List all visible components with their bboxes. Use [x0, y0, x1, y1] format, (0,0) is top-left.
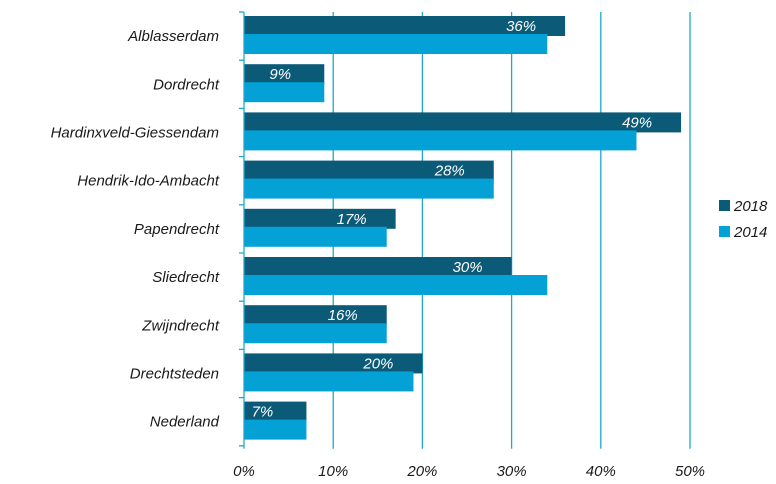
- category-label: Dordrecht: [153, 76, 220, 93]
- x-tick-label: 30%: [497, 463, 527, 480]
- bar-2014-2: [244, 130, 637, 151]
- data-label-8: 7%: [252, 404, 274, 421]
- legend-label-2018: 2018: [733, 198, 768, 215]
- bar-2014-7: [244, 371, 414, 392]
- legend-swatch-2014: [719, 226, 730, 237]
- data-label-3: 28%: [434, 163, 465, 180]
- bar-2018-6: [244, 305, 387, 326]
- bar-2014-1: [244, 82, 325, 103]
- category-label: Drechtsteden: [130, 366, 219, 383]
- x-tick-label: 50%: [675, 463, 705, 480]
- data-labels: 36% 9% 49% 28% 17% 30% 16% 20% 7%: [252, 18, 652, 421]
- data-label-4: 17%: [337, 211, 367, 228]
- x-tick-label: 0%: [233, 463, 255, 480]
- bar-2014-3: [244, 178, 494, 199]
- bar-2018-3: [244, 160, 494, 181]
- bars: [244, 16, 682, 440]
- x-tick-label: 40%: [586, 463, 616, 480]
- bar-2014-6: [244, 323, 387, 344]
- category-label: Hendrik-Ido-Ambacht: [77, 173, 220, 190]
- bar-2014-4: [244, 226, 387, 247]
- category-label: Alblasserdam: [127, 28, 219, 45]
- category-label: Papendrecht: [134, 221, 220, 238]
- bar-2014-8: [244, 419, 307, 440]
- bar-2014-5: [244, 275, 548, 295]
- category-label: Nederland: [150, 414, 220, 431]
- bar-2018-2: [244, 112, 682, 133]
- data-label-7: 20%: [362, 355, 393, 372]
- category-label: Sliedrecht: [152, 269, 220, 286]
- x-tick-labels: 0% 10% 20% 30% 40% 50%: [233, 463, 705, 480]
- bar-2018-4: [244, 208, 396, 229]
- category-labels: Alblasserdam Dordrecht Hardinxveld-Giessen…: [51, 28, 220, 431]
- bar-2018-0: [244, 16, 566, 36]
- bar-2018-1: [244, 64, 325, 85]
- category-label: Zwijndrecht: [141, 317, 220, 334]
- data-label-5: 30%: [453, 259, 483, 276]
- bar-2018-7: [244, 353, 423, 374]
- legend-label-2014: 2014: [733, 224, 767, 241]
- data-label-0: 36%: [506, 18, 536, 35]
- data-label-2: 49%: [622, 114, 652, 131]
- y-axis: [239, 11, 245, 449]
- bar-2018-8: [244, 401, 307, 422]
- data-label-1: 9%: [269, 66, 291, 83]
- x-tick-label: 20%: [406, 463, 437, 480]
- legend: 2018 2014: [719, 198, 768, 241]
- category-label: Hardinxveld-Giessendam: [51, 125, 219, 142]
- data-label-6: 16%: [328, 307, 358, 324]
- bar-2018-5: [244, 257, 512, 277]
- bar-2014-0: [244, 34, 548, 54]
- legend-swatch-2018: [719, 200, 730, 211]
- x-tick-label: 10%: [318, 463, 348, 480]
